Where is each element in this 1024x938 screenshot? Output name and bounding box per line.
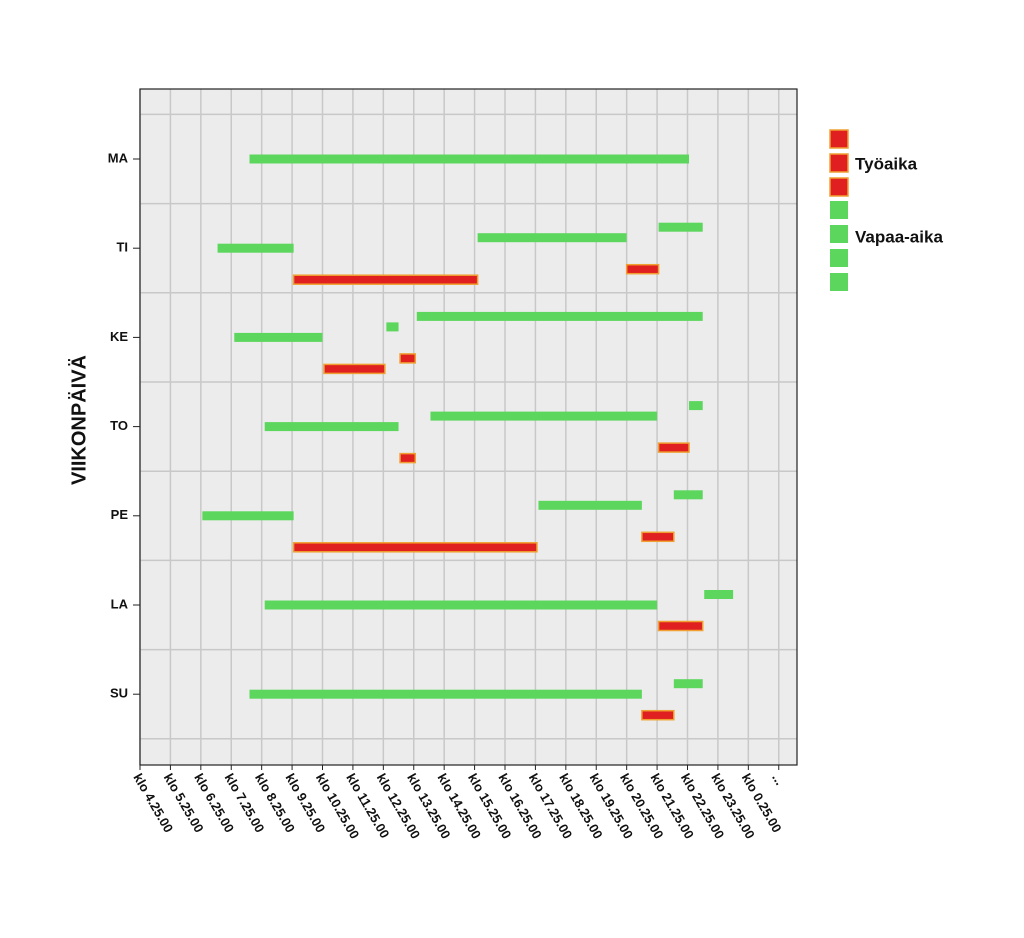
bar bbox=[249, 689, 642, 699]
legend-label: Työaika bbox=[855, 154, 918, 173]
bar bbox=[704, 590, 734, 599]
legend-swatch bbox=[829, 129, 849, 149]
bar bbox=[386, 322, 399, 332]
bar bbox=[625, 263, 660, 275]
y-tick-label: KE bbox=[110, 329, 128, 344]
bar bbox=[264, 422, 399, 432]
bar bbox=[641, 709, 675, 721]
bar bbox=[292, 542, 538, 553]
y-axis-title: VIIKONPÄIVÄ bbox=[67, 355, 90, 485]
legend-swatch bbox=[830, 249, 848, 267]
y-tick-label: MA bbox=[108, 150, 129, 165]
y-tick-label: PE bbox=[111, 507, 129, 522]
bar bbox=[399, 452, 417, 464]
bar bbox=[234, 332, 323, 342]
y-tick-label: LA bbox=[111, 596, 129, 611]
legend-label: Vapaa-aika bbox=[855, 227, 943, 246]
bar bbox=[202, 511, 294, 521]
legend-swatch bbox=[830, 201, 848, 219]
bar bbox=[657, 442, 690, 453]
legend-swatch bbox=[830, 273, 848, 291]
bar bbox=[430, 411, 658, 421]
bar bbox=[657, 620, 704, 632]
y-tick-label: TI bbox=[116, 240, 128, 255]
bar bbox=[292, 274, 479, 285]
bar bbox=[689, 401, 703, 411]
bar bbox=[323, 363, 386, 375]
bar bbox=[658, 222, 703, 232]
bar bbox=[264, 600, 658, 610]
bar bbox=[673, 679, 703, 689]
y-tick-label: SU bbox=[110, 686, 128, 701]
bar bbox=[538, 500, 642, 510]
legend-swatch bbox=[829, 153, 849, 173]
bar bbox=[673, 490, 703, 500]
bar bbox=[249, 154, 690, 164]
bar bbox=[477, 233, 627, 243]
bar bbox=[217, 243, 294, 253]
y-tick-label: TO bbox=[110, 418, 128, 433]
x-tick-label: ... bbox=[769, 771, 787, 788]
bar bbox=[641, 531, 675, 543]
legend-swatch bbox=[830, 225, 848, 243]
legend-swatch bbox=[829, 177, 849, 197]
plot-layer bbox=[139, 89, 797, 765]
bar bbox=[399, 353, 417, 364]
bar bbox=[416, 311, 703, 321]
plot-area bbox=[140, 89, 797, 765]
